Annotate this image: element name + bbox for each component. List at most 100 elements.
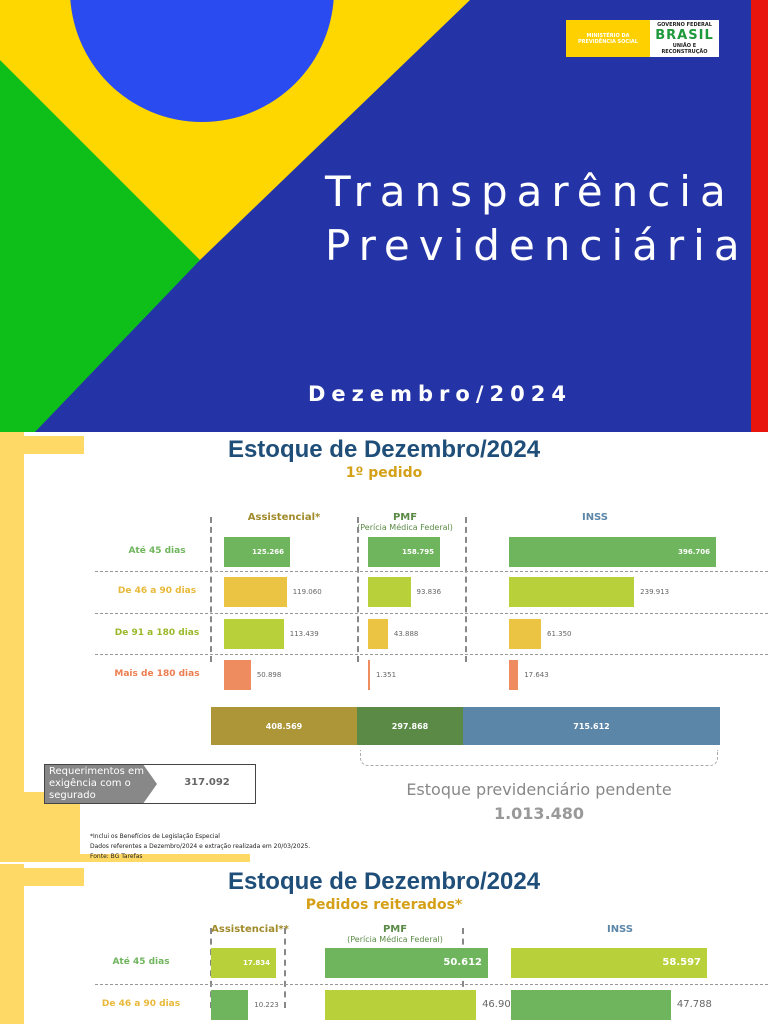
column-header: INSS — [540, 512, 650, 523]
bar — [509, 577, 635, 607]
logo-text: MINISTÉRIO DA — [586, 32, 630, 39]
column-label: PMF — [382, 924, 408, 935]
column-header: PMF (Perícia Médica Federal) — [335, 924, 455, 944]
footnote: Dados referentes a Dezembro/2024 e extra… — [90, 843, 311, 850]
pending-label: Estoque previdenciário pendente — [406, 780, 672, 799]
exigencia-label: Requerimentos em exigência com o segurad… — [45, 765, 157, 803]
column-label: INSS — [606, 924, 634, 935]
flag-blue-circle — [70, 0, 334, 122]
bar — [211, 948, 276, 978]
bar — [368, 660, 370, 690]
pending-value: 1.013.480 — [493, 804, 585, 823]
bar — [325, 990, 477, 1020]
yellow-band — [0, 432, 24, 862]
column-divider — [284, 928, 286, 1008]
slide-title: Estoque de Dezembro/2024 — [227, 868, 541, 895]
cover-slide: MINISTÉRIO DA PREVIDÊNCIA SOCIAL GOVERNO … — [0, 0, 768, 432]
bar — [509, 619, 541, 649]
column-header: PMF (Perícia Médica Federal) — [345, 512, 465, 532]
bar-value: 93.836 — [416, 588, 442, 596]
slide-title: Estoque de Dezembro/2024 — [227, 436, 541, 463]
yellow-band — [24, 436, 84, 454]
bar — [511, 948, 707, 978]
column-label: PMF — [392, 512, 418, 523]
slide-first-request: Estoque de Dezembro/2024 1º pedido Assis… — [0, 432, 768, 862]
footnote: *Inclui os Benefícios de Legislação Espe… — [90, 833, 220, 840]
bar-value: 50.898 — [256, 671, 282, 679]
total-bar: 715.612 — [463, 707, 720, 745]
logo-text: BRASIL — [655, 28, 714, 43]
column-label: Assistencial* — [247, 512, 321, 523]
footnotes: *Inclui os Benefícios de Legislação Espe… — [90, 832, 310, 862]
bar-value: 158.795 — [402, 548, 434, 556]
bar-value: 10.223 — [254, 1001, 279, 1009]
row-divider — [95, 571, 768, 572]
bar — [368, 537, 440, 567]
exigencia-value: 317.092 — [184, 777, 230, 788]
bar — [224, 619, 284, 649]
bar-value: 50.612 — [443, 957, 482, 968]
red-strip — [751, 0, 768, 432]
bar-value: 113.439 — [289, 630, 319, 638]
row-label: De 91 a 180 dias — [114, 628, 200, 638]
bar-value: 43.888 — [393, 630, 419, 638]
slide-subtitle: Pedidos reiterados* — [305, 897, 463, 913]
bar-value: 119.060 — [292, 588, 322, 596]
row-divider — [95, 984, 768, 985]
logo-text: UNIÃO E RECONSTRUÇÃO — [661, 43, 708, 55]
bar-value: 47.788 — [676, 999, 712, 1010]
footnote: Fonte: BG Tarefas — [90, 853, 143, 860]
column-header: Assistencial** — [200, 924, 300, 935]
row-label: De 46 a 90 dias — [101, 999, 181, 1009]
bar-value: 396.706 — [678, 548, 710, 556]
exigencia-box: Requerimentos em exigência com o segurad… — [44, 764, 256, 804]
row-label: Até 45 dias — [128, 546, 186, 556]
bar — [224, 660, 251, 690]
title-line: Transparência — [325, 167, 735, 216]
column-header: INSS — [570, 924, 670, 935]
yellow-band — [24, 868, 84, 886]
total-bar: 297.868 — [357, 707, 463, 745]
yellow-band — [80, 854, 250, 862]
row-label: Mais de 180 dias — [114, 669, 200, 679]
bar — [511, 990, 671, 1020]
column-header: Assistencial* — [224, 512, 344, 523]
cover-title: Transparência Previdenciária — [325, 165, 749, 273]
slide-subtitle: 1º pedido — [345, 465, 423, 481]
bar — [368, 577, 411, 607]
bar — [224, 537, 290, 567]
bar-value: 239.913 — [640, 588, 670, 596]
bar-value: 46.907 — [482, 999, 518, 1010]
bar-value: 61.350 — [547, 630, 572, 638]
bar — [368, 619, 388, 649]
row-label: Até 45 dias — [112, 957, 170, 967]
column-label: Assistencial** — [211, 924, 289, 935]
row-divider — [95, 613, 768, 614]
column-divider — [465, 517, 467, 662]
bar-value: 17.643 — [524, 671, 549, 679]
yellow-band — [0, 864, 24, 1024]
column-sublabel: (Perícia Médica Federal) — [357, 523, 453, 532]
flag-green-shape — [0, 60, 200, 432]
column-sublabel: (Perícia Médica Federal) — [347, 935, 443, 944]
bar-value: 1.351 — [376, 671, 397, 679]
bar-value: 125.266 — [252, 548, 284, 556]
bar — [509, 537, 716, 567]
bar — [325, 948, 488, 978]
government-logo: MINISTÉRIO DA PREVIDÊNCIA SOCIAL GOVERNO … — [566, 20, 719, 57]
brazil-flag-graphic — [0, 0, 470, 432]
row-label: De 46 a 90 dias — [117, 586, 197, 596]
bar — [211, 990, 249, 1020]
column-label: INSS — [581, 512, 609, 523]
title-line: Previdenciária — [325, 221, 749, 270]
bar — [509, 660, 519, 690]
total-bar: 408.569 — [211, 707, 357, 745]
pending-brace — [360, 750, 718, 766]
column-divider — [357, 517, 359, 662]
column-divider — [210, 517, 212, 662]
cover-date: Dezembro/2024 — [308, 382, 572, 406]
bar-value: 58.597 — [662, 957, 701, 968]
bar-value: 17.834 — [242, 959, 270, 967]
row-divider — [95, 654, 768, 655]
bar — [224, 577, 287, 607]
